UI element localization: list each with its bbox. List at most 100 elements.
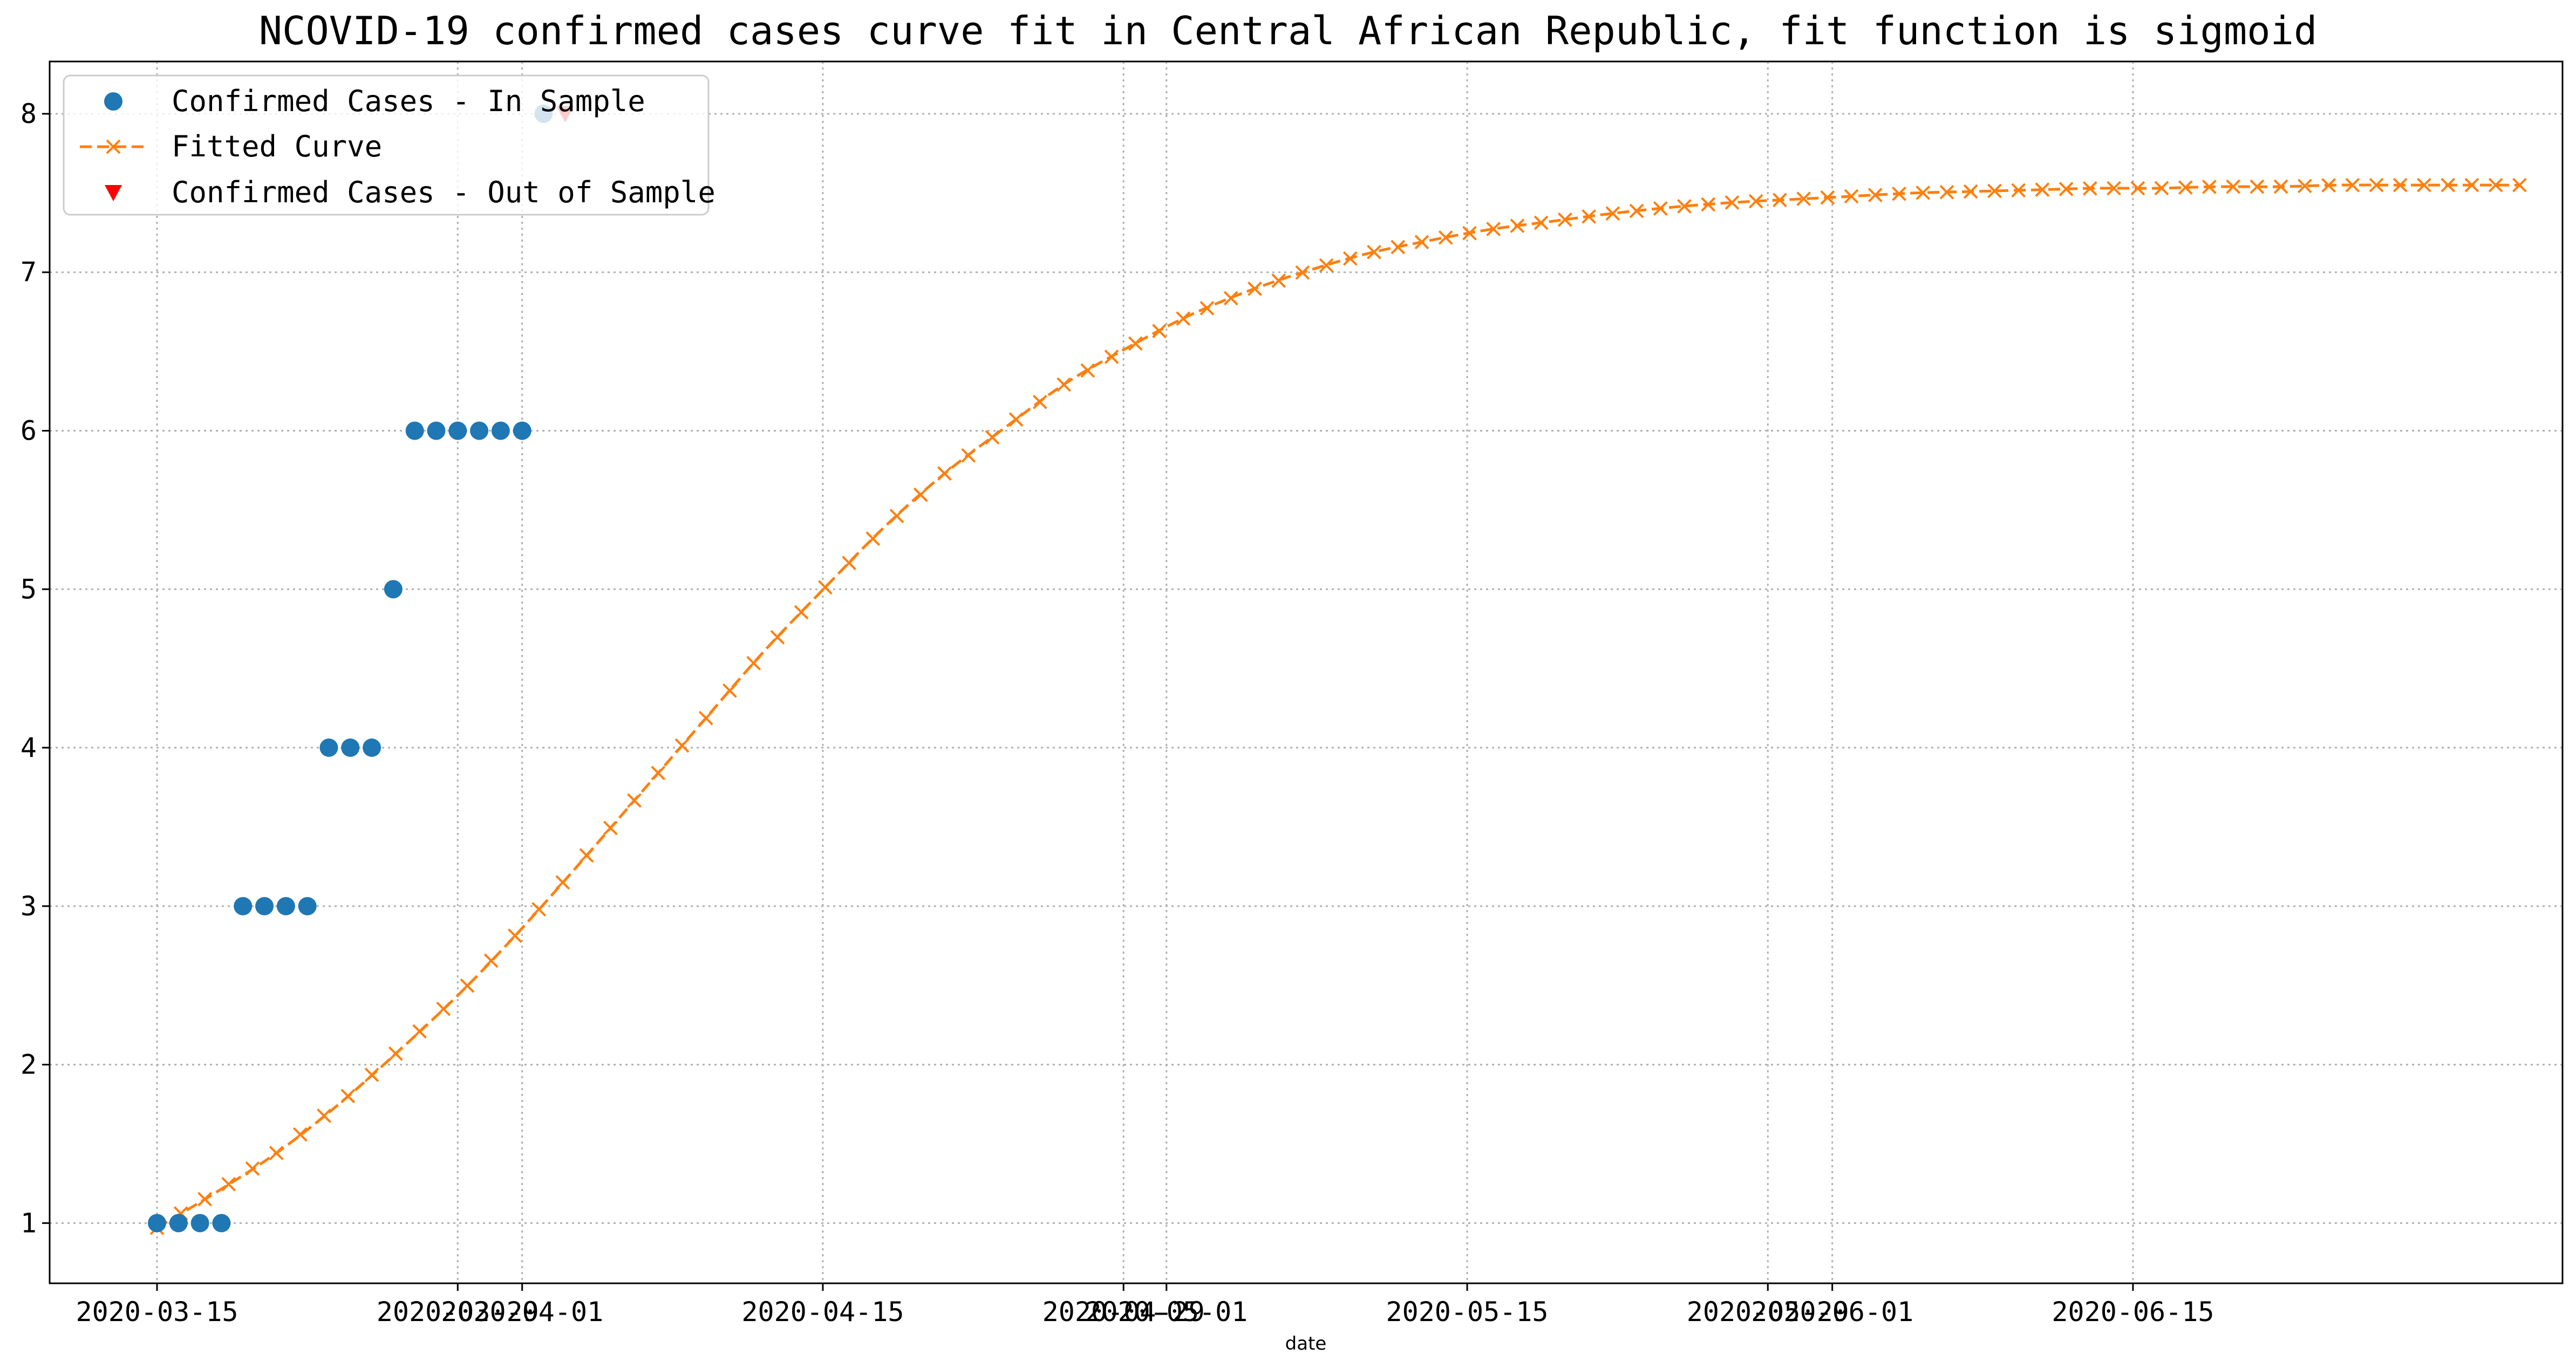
fitted-curve-marker [1008,412,1024,427]
x-tick-label: 2020-06-01 [1751,1296,1913,1328]
fitted-curve-marker [913,487,928,502]
fitted-curve-marker [221,1177,236,1192]
fitted-curve-marker [317,1108,332,1123]
fitted-curve-marker [723,683,737,698]
fitted-curve-marker [1486,222,1501,236]
fitted-curve-marker [1080,363,1095,378]
fitted-curve-marker [197,1192,212,1207]
fitted-curve-marker [579,848,594,863]
in-sample-point [513,421,531,440]
fitted-curve-marker [2417,177,2431,193]
fitted-curve-marker [483,953,499,968]
in-sample-point [169,1214,188,1233]
in-sample-point [212,1214,231,1233]
fitted-curve-marker [2369,177,2384,193]
grid-lines [50,61,2563,1283]
fitted-curve-marker [1176,311,1191,326]
fitted-curve-marker [531,902,547,917]
fitted-curve-marker [507,928,522,943]
plot-series [148,104,2527,1235]
x-tick-label: 2020-05-01 [1085,1296,1248,1328]
fitted-curve-marker [340,1089,356,1104]
fitted-curve-marker [1629,203,1644,218]
fitted-curve-marker [746,655,761,671]
fitted-curve-marker [1295,265,1310,280]
fitted-curve-marker [1916,185,1931,200]
in-sample-point [234,897,253,915]
fitted-curve-marker [2130,181,2145,196]
x-tick-label: 2020-04-01 [441,1296,603,1328]
fitted-curve-marker [1653,201,1668,216]
fitted-curve-marker [1605,206,1620,221]
fitted-curve-marker [1057,377,1072,392]
fitted-curve-marker [1557,212,1572,227]
fitted-curve-marker [1104,349,1119,364]
fitted-curve-marker [961,448,976,463]
legend-box [63,74,710,216]
legend-entry-in-sample: Confirmed Cases - In Sample [172,84,645,118]
legend-swatch-in-sample [104,92,122,111]
in-sample-point [190,1214,209,1233]
fitted-curve-marker [1271,273,1286,288]
fitted-curve-marker [2226,179,2241,194]
y-tick-label: 2 [21,1049,37,1080]
x-tick-label: 2020-04-29 [1042,1296,1205,1328]
fitted-curve-marker [2297,179,2312,194]
fitted-curve-marker [436,1001,451,1016]
plot-area-frame [49,60,2564,1284]
x-tick-label: 2020-05-15 [1386,1296,1549,1328]
fitted-curve-marker [2441,177,2456,193]
fitted-curve-marker [1391,240,1406,255]
fitted-curve-marker [1677,199,1692,214]
fitted-curve-marker [866,531,881,546]
y-tick-label: 7 [21,257,37,288]
legend-entry-out-of-sample: Confirmed Cases - Out of Sample [172,175,715,209]
fitted-curve-marker [2059,182,2074,196]
x-axis-label: date [1285,1333,1327,1355]
fitted-curve-marker [1414,235,1429,250]
fitted-curve-marker [2345,177,2360,193]
fitted-curve-marker [2082,181,2097,196]
in-sample-point [319,738,338,757]
fitted-curve-marker [1987,183,2002,199]
in-sample-point [491,421,510,440]
fitted-curve-marker [1223,291,1238,306]
fitted-curve-marker [292,1127,308,1142]
legend-swatch-out-of-sample [105,185,122,201]
fitted-curve-marker [2154,181,2169,196]
fitted-curve-marker [2107,181,2121,196]
fitted-curve-marker [1342,251,1358,266]
fitted-curve-marker [1247,281,1262,296]
fitted-curve-marker [2202,180,2217,194]
fitted-curve-marker [985,430,1000,445]
fitted-curve-marker [1032,394,1047,409]
in-sample-point [255,897,274,915]
y-tick-label: 3 [21,891,37,922]
in-sample-point [427,421,446,440]
fitted-curve-line [156,183,2520,1229]
legend-entry-fitted-curve: Fitted Curve [172,129,382,163]
fitted-curve-marker [770,630,785,645]
fitted-curve-marker [794,605,809,620]
fitted-curve-marker [889,509,904,523]
fitted-curve-marker [555,875,570,890]
fitted-curve-marker [627,793,642,808]
fitted-curve-marker [698,710,713,726]
fitted-curve-marker [842,556,856,571]
fitted-curve-marker [1963,184,1978,199]
fitted-curve-marker [2512,177,2527,193]
in-sample-point [448,421,467,440]
fitted-curve-marker [245,1161,260,1176]
in-sample-point [298,897,317,915]
fitted-curve-marker [460,978,475,993]
fitted-curve-marker [674,738,690,753]
fitted-curve-marker [1582,209,1596,224]
fitted-curve-marker [1820,190,1835,205]
legend: Confirmed Cases - In Sample Fitted Curve C… [63,74,715,216]
fitted-curve-marker [1701,197,1716,212]
x-tick-label: 2020-05-29 [1687,1296,1849,1328]
in-sample-point [405,421,424,440]
fitted-curve-marker [412,1024,427,1039]
fitted-curve-marker [2464,177,2479,193]
